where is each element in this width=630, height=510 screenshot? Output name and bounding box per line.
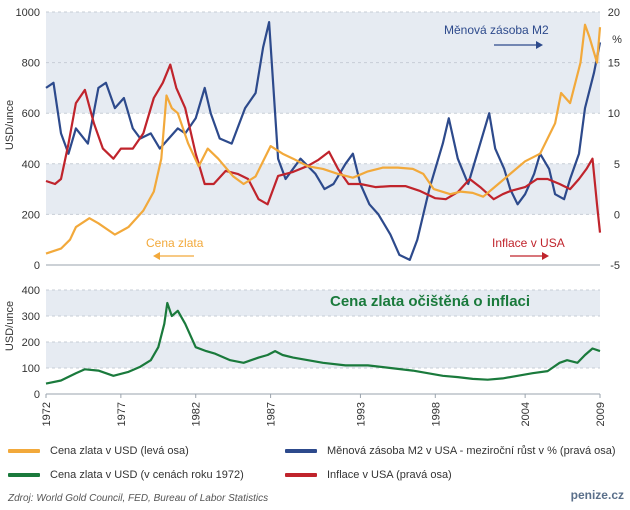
top-right-axis: -5 0 5 10 15 20	[608, 7, 620, 272]
x-tick-label: 1977	[116, 402, 128, 426]
top-right-axis-label: %	[612, 34, 622, 46]
bottom-chart: 0 100 200 300 400 1972 1977 1982 1987 1993 1998 20…	[4, 285, 607, 426]
grid-band	[46, 342, 600, 368]
grid-band	[46, 290, 600, 316]
top-chart-bands	[46, 12, 600, 215]
annotation-gold: Cena zlata	[146, 236, 204, 250]
legend-swatch	[8, 473, 40, 478]
x-tick-label: 1982	[191, 402, 203, 426]
legend-gold-real: Cena zlata v USD (v cenách roku 1972)	[8, 469, 244, 481]
y-tick-label: 1000	[16, 7, 40, 19]
y-tick-label: 300	[22, 311, 40, 323]
grid-band	[46, 163, 600, 215]
y-right-tick-label: 15	[608, 58, 620, 70]
y-tick-label: 0	[34, 260, 40, 272]
y-tick-label: 800	[22, 58, 40, 70]
y-right-tick-label: 5	[614, 159, 620, 171]
legend-m2: Měnová zásoba M2 v USA - meziroční růst …	[285, 445, 616, 457]
source-note: Zdroj: World Gold Council, FED, Bureau o…	[8, 493, 269, 504]
legend-swatch	[8, 449, 40, 454]
brand-logo: penize.cz	[570, 488, 624, 502]
arrow-right-icon	[510, 252, 549, 260]
top-chart-series	[45, 21, 602, 261]
y-right-tick-label: 10	[608, 108, 620, 120]
x-tick-label: 1998	[430, 402, 442, 426]
y-tick-label: 200	[22, 209, 40, 221]
y-tick-label: 200	[22, 337, 40, 349]
y-right-tick-label: -5	[610, 260, 620, 272]
x-tick-label: 1987	[266, 402, 278, 426]
legend-swatch	[285, 473, 317, 478]
series-line	[45, 21, 602, 261]
legend-swatch	[285, 449, 317, 454]
series-line	[45, 301, 601, 385]
y-tick-label: 400	[22, 159, 40, 171]
y-tick-label: 0	[34, 389, 40, 401]
grid-band	[46, 62, 600, 114]
y-right-tick-label: 20	[608, 7, 620, 19]
top-left-axis-label: USD/unce	[4, 100, 16, 150]
arrow-right-icon	[494, 41, 543, 49]
y-tick-label: 600	[22, 108, 40, 120]
legend-inflation: Inflace v USA (pravá osa)	[285, 469, 452, 481]
y-right-tick-label: 0	[614, 209, 620, 221]
bottom-chart-title: Cena zlata očištěná o inflaci	[330, 293, 530, 310]
legend-gold-left: Cena zlata v USD (levá osa)	[8, 445, 189, 457]
series-line	[45, 23, 602, 255]
top-left-axis: 0 200 400 600 800 1000	[16, 7, 40, 272]
arrow-left-icon	[153, 252, 194, 260]
x-tick-label: 1993	[355, 402, 367, 426]
bottom-chart-series	[45, 301, 601, 385]
annotation-m2: Měnová zásoba M2	[444, 23, 549, 37]
bottom-left-axis: 0 100 200 300 400	[22, 285, 40, 401]
bottom-x-axis-ticks: 1972 1977 1982 1987 1993 1998 2004 2009	[41, 394, 607, 426]
x-tick-label: 2004	[520, 402, 532, 426]
legend-label: Měnová zásoba M2 v USA - meziroční růst …	[327, 445, 616, 457]
legend-label: Cena zlata v USD (v cenách roku 1972)	[50, 469, 244, 481]
bottom-chart-bands	[46, 290, 600, 368]
grid-band	[46, 12, 600, 63]
legend-label: Cena zlata v USD (levá osa)	[50, 445, 189, 457]
annotation-inflation: Inflace v USA	[492, 236, 565, 250]
x-tick-label: 1972	[41, 402, 53, 426]
y-tick-label: 400	[22, 285, 40, 297]
legend-label: Inflace v USA (pravá osa)	[327, 469, 452, 481]
x-tick-label: 2009	[595, 402, 607, 426]
y-tick-label: 100	[22, 363, 40, 375]
bottom-left-axis-label: USD/unce	[4, 301, 16, 351]
